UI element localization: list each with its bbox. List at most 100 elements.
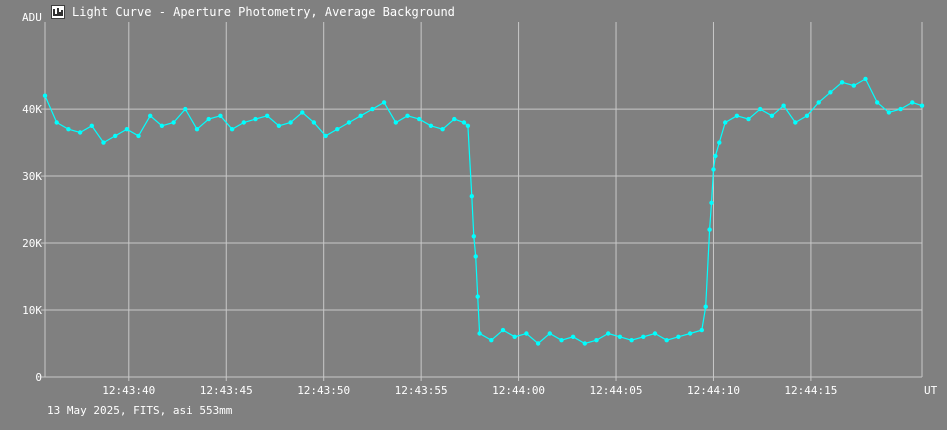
data-point — [919, 103, 925, 108]
data-point — [524, 331, 529, 336]
series-markers — [42, 76, 925, 346]
data-point — [405, 113, 410, 119]
data-point — [535, 341, 541, 346]
data-point — [717, 140, 722, 145]
data-point — [559, 338, 564, 343]
data-point — [713, 153, 718, 159]
y-tick-label: 30K — [22, 170, 42, 183]
data-point — [265, 113, 270, 119]
data-point — [758, 106, 763, 112]
data-point — [469, 194, 474, 199]
data-point — [440, 127, 445, 132]
data-point — [417, 116, 422, 122]
x-tick-label: 12:43:50 — [297, 384, 350, 397]
data-point — [617, 334, 623, 339]
data-point — [477, 331, 482, 336]
data-point — [875, 100, 880, 105]
data-point — [393, 120, 398, 125]
series-adu — [44, 78, 923, 345]
axes: 0 10K 20K 30K 40K 12:43:40 12:43:45 12:43:50 12:… — [22, 11, 938, 397]
data-point — [113, 133, 118, 139]
data-point — [707, 227, 712, 232]
data-point — [687, 331, 693, 336]
data-point — [816, 100, 821, 105]
data-point — [512, 334, 517, 339]
x-tick-label: 12:44:05 — [590, 384, 643, 397]
data-point — [288, 120, 293, 125]
data-point — [381, 100, 387, 105]
x-tick-label: 12:43:55 — [395, 384, 448, 397]
data-point — [828, 90, 833, 95]
data-point — [703, 304, 708, 309]
data-point — [253, 116, 258, 122]
data-point — [66, 127, 71, 132]
data-point — [500, 327, 506, 333]
data-point — [769, 113, 775, 119]
y-tick-label: 20K — [22, 237, 42, 250]
data-point — [547, 331, 552, 336]
data-point — [664, 338, 669, 343]
data-point — [194, 127, 200, 132]
data-point — [206, 116, 211, 122]
data-point — [606, 331, 611, 336]
data-point — [54, 120, 59, 125]
series-line — [44, 78, 923, 345]
footer-info: 13 May 2025, FITS, asi 553mm — [47, 404, 233, 417]
data-point — [910, 100, 915, 105]
data-point — [428, 123, 434, 128]
data-point — [723, 120, 728, 125]
data-point — [851, 83, 856, 88]
x-tick-label: 12:44:15 — [784, 384, 837, 397]
data-point — [452, 116, 457, 122]
chart-title: Light Curve - Aperture Photometry, Avera… — [72, 5, 455, 19]
data-point — [676, 334, 681, 339]
data-point — [465, 123, 471, 128]
data-point — [886, 110, 892, 115]
data-point — [570, 334, 576, 339]
y-tick-label: 10K — [22, 304, 42, 317]
data-point — [148, 113, 153, 119]
data-point — [171, 120, 176, 125]
data-point — [229, 127, 235, 132]
data-point — [358, 113, 363, 119]
data-point — [241, 120, 246, 125]
data-point — [136, 133, 141, 139]
data-point — [335, 127, 340, 132]
data-point — [183, 106, 188, 112]
data-point — [42, 93, 48, 98]
data-point — [863, 76, 868, 82]
data-point — [594, 338, 599, 343]
data-point — [89, 123, 95, 128]
data-point — [734, 113, 740, 119]
data-point — [793, 120, 798, 125]
data-point — [641, 334, 646, 339]
data-point — [699, 327, 704, 333]
data-point — [471, 234, 476, 239]
data-point — [370, 106, 375, 112]
data-point — [124, 127, 130, 132]
data-point — [475, 294, 480, 299]
data-point — [652, 331, 658, 336]
data-point — [473, 254, 478, 259]
x-tick-label: 12:43:45 — [200, 384, 253, 397]
x-tick-label: 12:44:00 — [492, 384, 545, 397]
data-point — [804, 113, 810, 119]
data-point — [709, 200, 714, 205]
data-point — [300, 110, 305, 115]
data-point — [77, 130, 83, 135]
data-point — [898, 106, 903, 112]
data-point — [489, 338, 494, 343]
data-point — [101, 140, 106, 145]
y-tick-label: 40K — [22, 103, 42, 116]
data-point — [311, 120, 317, 125]
data-point — [629, 338, 634, 343]
title-bar: Light Curve - Aperture Photometry, Avera… — [51, 4, 455, 20]
data-point — [218, 113, 223, 119]
data-point — [746, 116, 751, 122]
data-point — [781, 103, 786, 108]
y-axis-label: ADU — [22, 11, 42, 24]
light-curve-app-icon[interactable] — [51, 5, 65, 19]
y-tick-label: 0 — [35, 371, 42, 384]
